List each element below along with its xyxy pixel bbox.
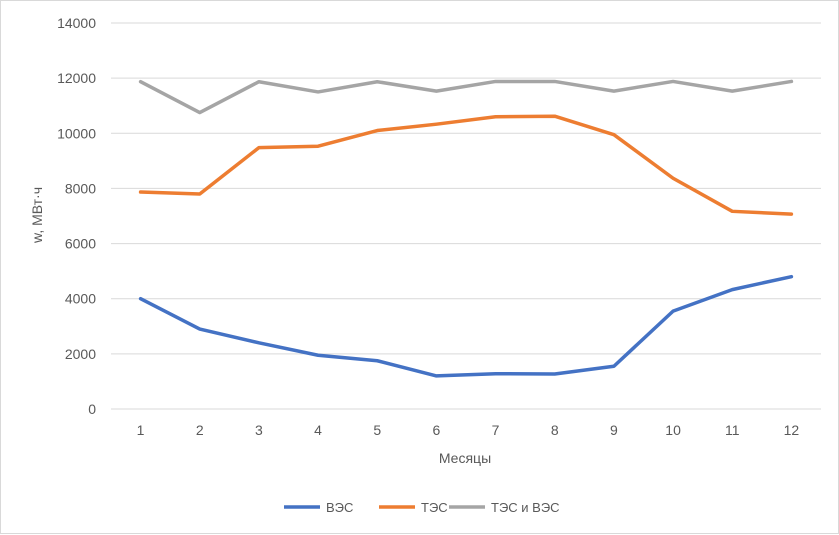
x-tick-label: 11: [725, 422, 740, 438]
x-axis-title: Месяцы: [439, 450, 491, 466]
series-line-3: [138, 79, 794, 115]
y-tick-label: 6000: [65, 236, 96, 252]
x-tick-label: 2: [196, 422, 204, 438]
y-tick-label: 4000: [65, 291, 96, 307]
series-line-1: [138, 274, 794, 378]
y-tick-label: 2000: [65, 346, 96, 362]
y-tick-label: 8000: [65, 180, 96, 196]
gridlines: [111, 22, 821, 410]
x-tick-label: 5: [373, 422, 381, 438]
x-tick-label: 6: [433, 422, 441, 438]
x-tick-label: 4: [314, 422, 322, 438]
y-tick-label: 12000: [57, 70, 96, 86]
x-axis-ticks: 1 2 3 4 5 6 7 8 9 10 11 12: [137, 422, 800, 438]
legend: ВЭС ТЭС ТЭС и ВЭС: [284, 500, 560, 515]
legend-label: ВЭС: [326, 500, 353, 515]
series-lines: [138, 79, 794, 378]
x-tick-label: 3: [255, 422, 263, 438]
series-line-2: [138, 114, 794, 216]
x-tick-label: 10: [665, 422, 681, 438]
y-tick-label: 0: [88, 401, 96, 417]
y-tick-label: 10000: [57, 125, 96, 141]
y-axis-title: w, МВт·ч: [29, 187, 45, 244]
x-tick-label: 1: [137, 422, 145, 438]
x-tick-label: 9: [610, 422, 618, 438]
x-tick-label: 7: [492, 422, 500, 438]
legend-label: ТЭС и ВЭС: [491, 500, 560, 515]
y-tick-label: 14000: [57, 15, 96, 31]
y-axis-ticks: 0 2000 4000 6000 8000 10000 12000 14000: [57, 15, 96, 417]
x-tick-label: 12: [784, 422, 800, 438]
legend-label: ТЭС: [421, 500, 448, 515]
x-tick-label: 8: [551, 422, 559, 438]
